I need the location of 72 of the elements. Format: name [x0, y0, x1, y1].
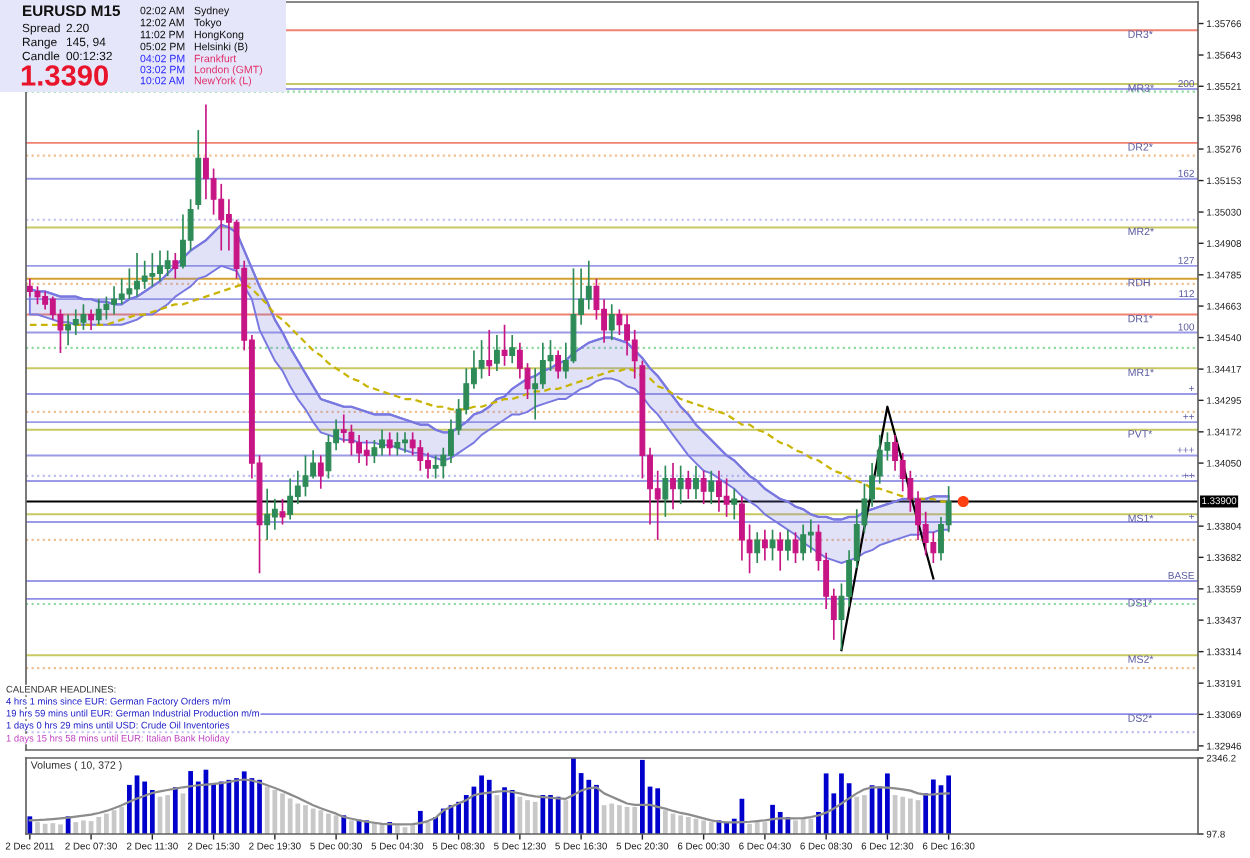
- candlestick: [141, 259, 148, 290]
- candlestick: [279, 498, 286, 526]
- candlestick: [685, 469, 692, 500]
- candlestick: [72, 308, 79, 336]
- candlestick: [310, 449, 317, 480]
- candlestick: [203, 103, 209, 201]
- candlestick: [616, 308, 623, 336]
- candlestick: [532, 367, 539, 421]
- candlestick: [425, 452, 431, 480]
- candlestick: [738, 495, 745, 562]
- candlestick: [807, 518, 814, 554]
- candlestick: [394, 431, 401, 457]
- candlestick: [501, 323, 508, 367]
- candlestick: [95, 298, 102, 326]
- candlestick: [88, 308, 95, 331]
- candlestick: [325, 434, 332, 480]
- candlestick: [264, 487, 271, 541]
- candlestick: [754, 531, 761, 564]
- candlestick: [317, 454, 324, 490]
- candlestick: [302, 454, 309, 498]
- candlestick: [708, 469, 715, 505]
- candlestick: [693, 464, 699, 500]
- candlestick: [363, 439, 370, 467]
- candlestick: [271, 498, 278, 531]
- candlestick: [65, 313, 72, 347]
- candlestick: [379, 428, 385, 457]
- candlestick: [371, 439, 378, 464]
- candlestick: [118, 277, 125, 306]
- candlestick: [509, 334, 516, 365]
- candlestick: [111, 285, 117, 316]
- candlestick: [555, 349, 562, 380]
- candlestick: [164, 249, 171, 277]
- candlestick: [417, 439, 424, 472]
- candlestick: [340, 413, 347, 444]
- candlestick: [585, 259, 592, 311]
- candlestick: [761, 528, 768, 562]
- candlestick: [126, 267, 133, 300]
- candlestick: [624, 313, 630, 357]
- candlestick: [670, 462, 676, 511]
- candlestick: [218, 183, 225, 252]
- candlestick: [608, 303, 615, 341]
- candlestick: [180, 213, 186, 270]
- candlestick: [486, 329, 493, 377]
- candlestick: [478, 339, 485, 380]
- candlestick: [731, 487, 738, 521]
- candlestick: [716, 469, 722, 513]
- candlestick: [287, 477, 294, 521]
- candlestick: [493, 334, 500, 372]
- candlestick: [677, 464, 684, 505]
- candlestick: [792, 531, 799, 564]
- candlestick: [195, 129, 202, 211]
- line-series: [28, 778, 950, 826]
- candlestick: [784, 528, 791, 562]
- candlestick: [157, 249, 163, 283]
- candlestick: [134, 252, 140, 298]
- candlestick: [800, 523, 807, 562]
- candlestick: [103, 295, 110, 321]
- candlestick: [662, 464, 669, 518]
- candlestick: [769, 528, 776, 562]
- candlestick: [356, 434, 363, 464]
- candlestick: [402, 431, 408, 454]
- candlestick: [80, 303, 87, 331]
- candlestick: [777, 531, 784, 572]
- candlestick: [723, 477, 730, 518]
- candlestick: [172, 252, 179, 280]
- candlestick: [892, 434, 898, 472]
- candlestick: [432, 454, 439, 480]
- candlestick: [386, 431, 393, 457]
- annotation: 1.3390: [21, 65, 109, 86]
- candlestick: [149, 252, 156, 288]
- candlestick: [539, 341, 546, 390]
- candlestick: [700, 469, 707, 505]
